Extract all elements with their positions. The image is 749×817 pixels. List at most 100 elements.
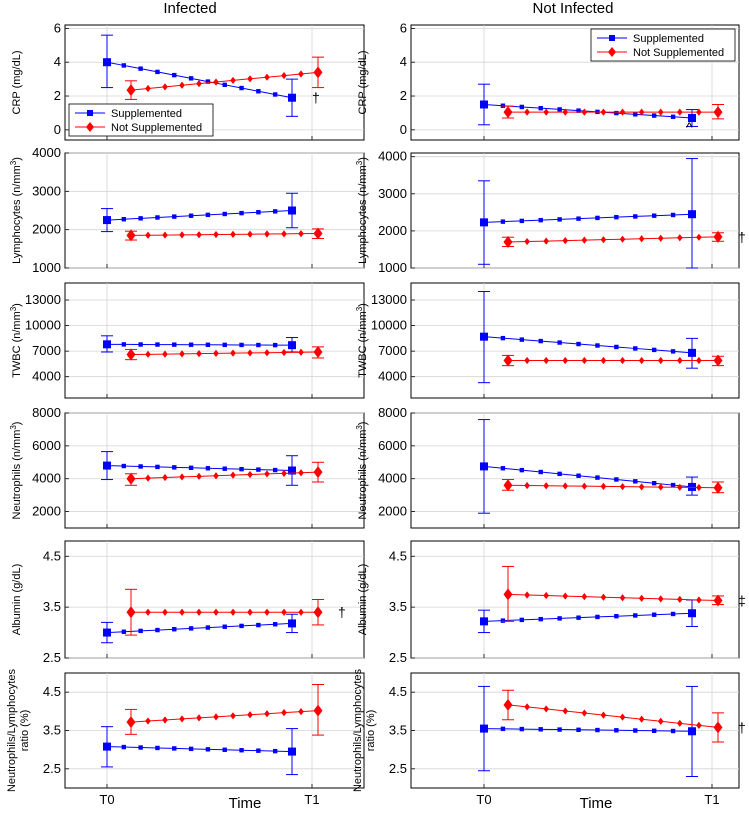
data-point xyxy=(126,472,136,485)
data-point xyxy=(172,342,177,347)
series-line xyxy=(130,233,319,236)
series-not-supplemented xyxy=(502,565,724,622)
data-point xyxy=(179,715,185,723)
data-point xyxy=(188,76,194,81)
legend-marker-supplemented xyxy=(87,110,93,116)
data-point xyxy=(614,728,619,733)
data-point xyxy=(619,483,626,491)
y-tick-label: 7000 xyxy=(32,343,61,358)
series-line xyxy=(507,593,719,602)
data-point xyxy=(205,466,211,471)
data-point xyxy=(657,595,664,603)
data-point xyxy=(657,356,664,365)
data-point xyxy=(281,608,287,616)
data-point xyxy=(713,481,723,494)
data-point xyxy=(256,89,261,94)
y-tick-label: 4000 xyxy=(32,471,61,486)
data-point xyxy=(288,341,296,350)
data-point xyxy=(688,114,696,123)
data-point xyxy=(543,108,549,116)
data-point xyxy=(239,210,244,216)
x-axis-label-not-infected: Time xyxy=(580,795,613,812)
data-point xyxy=(677,234,683,242)
y-tick-label: 10000 xyxy=(371,318,407,333)
data-point xyxy=(638,235,645,243)
series-line xyxy=(483,103,693,119)
y-tick-label: 2 xyxy=(400,88,407,103)
data-point xyxy=(651,113,657,118)
data-point xyxy=(239,466,244,472)
data-point xyxy=(638,594,645,602)
data-point xyxy=(500,466,506,471)
y-axis-label-line-2: ratio (%) xyxy=(19,710,31,752)
y-axis-label-superscript: 3 xyxy=(355,425,364,430)
series-supplemented xyxy=(478,419,698,514)
legend-label-not-supplemented: Not Supplemented xyxy=(633,47,724,59)
plot-area xyxy=(64,152,365,269)
data-point xyxy=(480,332,488,341)
series-line xyxy=(130,710,319,723)
data-point xyxy=(145,350,151,358)
y-tick-label: 2 xyxy=(54,88,61,103)
legend: Supplemented Not Supplemented xyxy=(590,28,736,62)
data-point xyxy=(670,611,676,617)
y-tick-label: 8000 xyxy=(32,405,61,420)
data-point xyxy=(196,608,202,616)
x-tick-label-t0: T0 xyxy=(476,792,491,807)
legend-label-supplemented: Supplemented xyxy=(111,108,182,120)
data-point xyxy=(162,231,168,239)
data-point xyxy=(619,594,626,602)
data-point xyxy=(670,482,676,488)
data-point xyxy=(614,477,619,482)
data-point xyxy=(638,483,645,491)
data-point xyxy=(188,626,194,631)
data-point xyxy=(264,73,270,81)
data-point xyxy=(264,349,270,357)
data-point xyxy=(600,108,607,116)
data-point xyxy=(633,728,638,733)
significance-marker: ^ xyxy=(686,119,693,135)
data-point xyxy=(288,93,296,102)
data-point xyxy=(121,217,127,222)
data-point xyxy=(205,747,211,752)
data-point xyxy=(155,69,160,75)
y-axis-label-close: ) xyxy=(357,303,369,307)
data-point xyxy=(503,354,513,367)
data-point xyxy=(633,214,638,219)
data-point xyxy=(557,616,562,621)
data-point xyxy=(614,110,619,116)
data-point xyxy=(126,606,136,619)
data-point xyxy=(298,708,304,716)
data-point xyxy=(600,236,607,244)
data-point xyxy=(557,727,562,732)
y-axis-label-text: TWBC (n/mm xyxy=(11,311,23,378)
data-point xyxy=(256,467,261,472)
data-point xyxy=(696,483,702,492)
y-axis-label-text: Neutrophils (n/mm xyxy=(11,430,23,520)
data-point xyxy=(281,709,287,717)
y-tick-label: 2000 xyxy=(378,504,407,519)
data-point xyxy=(595,475,600,480)
data-point xyxy=(638,108,645,116)
data-point xyxy=(696,356,702,365)
y-tick-label: 2.5 xyxy=(389,650,407,665)
data-point xyxy=(677,719,683,727)
y-tick-label: 4 xyxy=(400,54,407,69)
data-point xyxy=(172,214,177,219)
legend-marker-not-supplemented xyxy=(86,122,94,132)
data-point xyxy=(313,66,323,79)
y-tick-label: 2.5 xyxy=(43,650,61,665)
data-point xyxy=(179,231,185,239)
data-point xyxy=(633,479,638,484)
chart-panel-3: 1000 2000 3000 4000 Lymphocytes (n/mm3) † xyxy=(355,149,746,275)
data-point xyxy=(179,473,185,481)
data-point xyxy=(188,342,194,347)
y-axis-label-line-2: ratio (%) xyxy=(365,710,377,752)
data-point xyxy=(713,721,723,734)
data-point xyxy=(576,473,581,478)
plot-area xyxy=(410,412,740,529)
y-tick-label: 3.5 xyxy=(389,723,407,738)
data-point xyxy=(503,698,513,711)
data-point xyxy=(222,466,227,471)
